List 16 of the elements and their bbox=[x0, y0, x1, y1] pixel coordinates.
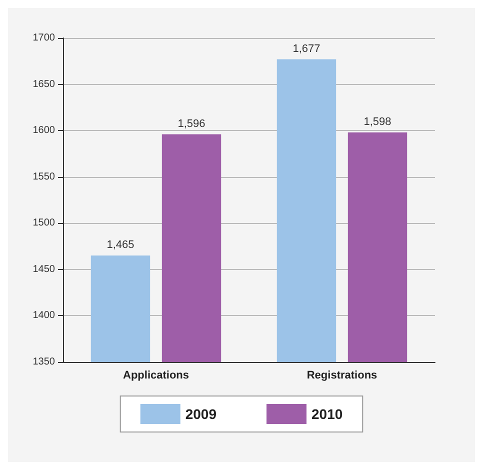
x-tick-label: Registrations bbox=[306, 370, 378, 382]
data-label: 1,465 bbox=[106, 239, 134, 252]
y-tick-label: 1400 bbox=[32, 310, 56, 322]
y-tick-label: 1350 bbox=[32, 356, 56, 368]
data-label: 1,598 bbox=[364, 116, 392, 128]
data-label: 1,596 bbox=[178, 118, 206, 130]
legend-label: 2010 bbox=[312, 406, 343, 422]
y-tick-label: 1450 bbox=[32, 264, 56, 275]
data-label: 1,677 bbox=[292, 42, 320, 55]
y-tick-label: 1650 bbox=[32, 78, 56, 90]
y-tick-label: 1500 bbox=[32, 218, 56, 229]
y-tick-label: 1550 bbox=[32, 171, 56, 182]
y-tick-label: 1600 bbox=[32, 125, 56, 136]
y-tick-label: 1700 bbox=[32, 32, 56, 44]
x-tick-label: Applications bbox=[122, 370, 190, 382]
legend-label: 2009 bbox=[185, 406, 217, 422]
